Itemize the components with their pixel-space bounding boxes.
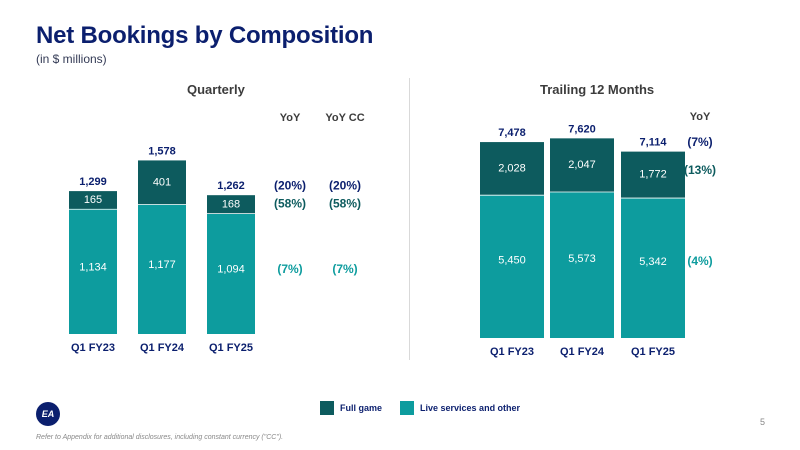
total-label-q-1: 1,578 (148, 145, 176, 157)
yoy-header-q-0: YoY (280, 112, 301, 124)
total-label-ttm-1: 7,620 (568, 123, 596, 135)
bar-ttm-live-2 (621, 198, 685, 338)
data-label-q-live-2: 1,094 (217, 264, 245, 276)
section-divider (409, 78, 410, 360)
yoy-value-q-2-0: (7%) (277, 262, 302, 276)
total-label-q-0: 1,299 (79, 176, 107, 188)
tick-label-ttm-0: Q1 FY23 (490, 346, 534, 358)
data-label-ttm-full-1: 2,047 (568, 159, 596, 171)
bar-q-live-2 (207, 213, 255, 334)
total-label-q-2: 1,262 (217, 180, 245, 192)
footnote: Refer to Appendix for additional disclos… (36, 434, 284, 441)
tick-label-q-1: Q1 FY24 (140, 342, 185, 354)
ttm-chart-title: Trailing 12 Months (540, 82, 655, 97)
yoy-value-ttm-1-0: (13%) (684, 163, 716, 177)
data-label-q-live-0: 1,134 (79, 262, 107, 274)
tick-label-q-2: Q1 FY25 (209, 342, 253, 354)
bar-q-full-1 (138, 160, 186, 205)
legend-label-live-services: Live services and other (420, 403, 521, 413)
legend-swatch-live-services (400, 401, 415, 415)
yoy-value-q-1-0: (58%) (274, 197, 306, 211)
bar-q-live-0 (69, 209, 117, 334)
yoy-value-q-1-1: (58%) (329, 197, 361, 211)
data-label-ttm-live-1: 5,573 (568, 253, 596, 265)
legend-label-full-game: Full game (340, 403, 383, 413)
tick-label-q-0: Q1 FY23 (71, 342, 115, 354)
bar-q-full-2 (207, 195, 255, 214)
bar-ttm-full-0 (480, 142, 544, 196)
yoy-value-ttm-0-0: (7%) (687, 135, 712, 149)
bar-ttm-live-0 (480, 195, 544, 338)
legend-swatch-full-game (320, 401, 334, 415)
data-label-q-full-2: 168 (222, 198, 240, 210)
yoy-value-ttm-2-0: (4%) (687, 254, 712, 268)
bar-q-full-0 (69, 191, 117, 210)
data-label-ttm-full-0: 2,028 (498, 163, 526, 175)
page-number: 5 (760, 417, 766, 427)
yoy-value-q-0-1: (20%) (329, 178, 361, 192)
data-label-q-full-1: 401 (153, 176, 171, 188)
data-label-q-live-1: 1,177 (148, 259, 176, 271)
total-label-ttm-2: 7,114 (640, 137, 668, 149)
yoy-value-q-2-1: (7%) (332, 262, 357, 276)
bar-ttm-full-1 (550, 138, 614, 192)
data-label-ttm-full-2: 1,772 (639, 169, 667, 181)
yoy-value-q-0-0: (20%) (274, 178, 306, 192)
legend-item-live-services: Live services and other (400, 401, 520, 415)
quarterly-chart-title: Quarterly (187, 82, 245, 97)
bar-q-live-1 (138, 204, 186, 334)
bar-ttm-live-1 (550, 191, 614, 338)
tick-label-ttm-2: Q1 FY25 (631, 346, 675, 358)
total-label-ttm-0: 7,478 (498, 127, 526, 139)
page-title: Net Bookings by Composition (36, 22, 374, 49)
chart-legend: Full game Live services and other (320, 401, 538, 415)
data-label-ttm-live-0: 5,450 (498, 255, 526, 267)
ea-logo: EA (36, 402, 60, 426)
bar-ttm-full-2 (621, 151, 685, 199)
legend-item-full-game: Full game (320, 401, 382, 415)
yoy-header-q-1: YoY CC (325, 112, 364, 124)
tick-label-ttm-1: Q1 FY24 (560, 346, 605, 358)
page-subtitle: (in $ millions) (36, 52, 107, 66)
data-label-ttm-live-2: 5,342 (639, 256, 667, 268)
data-label-q-full-0: 165 (84, 194, 102, 206)
yoy-header-ttm-0: YoY (690, 111, 711, 123)
